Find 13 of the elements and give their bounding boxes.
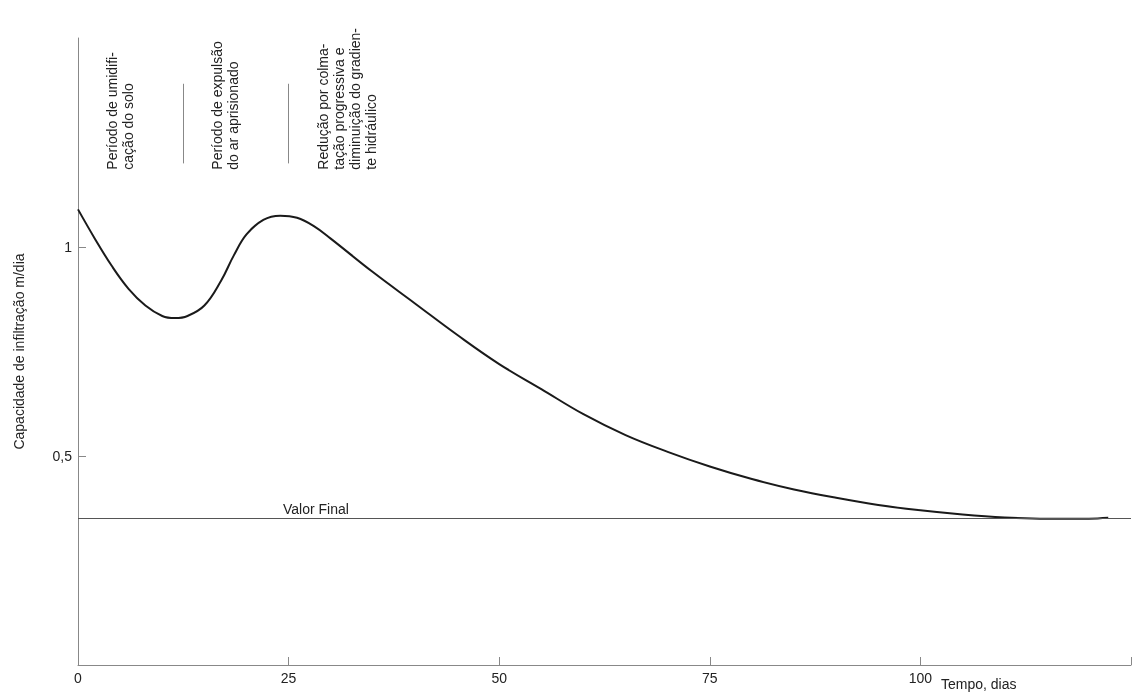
annotation: Redução por colma- tação progressiva e diminuição do gradien- te hidráulico (314, 27, 379, 170)
line-series (77, 208, 1110, 520)
x-tick-label: 25 (280, 670, 297, 686)
x-tick-label: 0 (74, 670, 83, 686)
y-axis-title: Capacidade de infiltração m/dia (11, 253, 27, 450)
annotation: Período de umidifi- cação do solo (104, 51, 136, 170)
ref-line-label: Valor Final (283, 500, 349, 517)
x-axis-title: Tempo, dias (941, 676, 1017, 692)
x-tick-label: 100 (908, 670, 933, 686)
x-tick-label: 50 (491, 670, 508, 686)
y-tick-label: 0,5 (52, 448, 73, 464)
y-tick-label: 1 (64, 239, 73, 255)
x-tick-label: 75 (702, 670, 718, 686)
